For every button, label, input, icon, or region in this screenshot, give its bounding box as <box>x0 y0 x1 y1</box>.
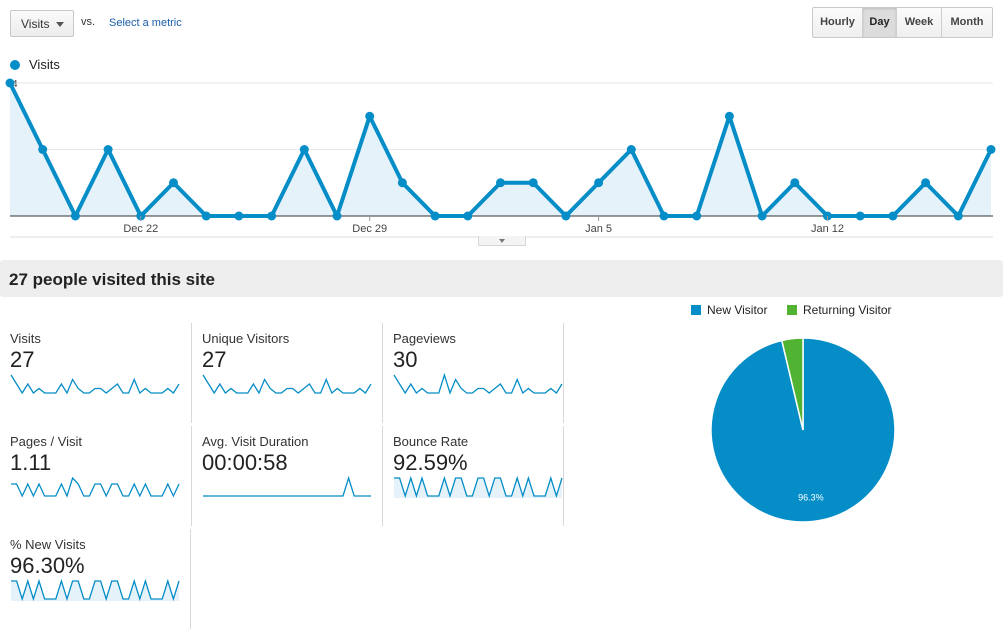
metric-name: Avg. Visit Duration <box>202 434 309 449</box>
data-point <box>365 111 375 121</box>
data-point <box>5 78 15 88</box>
metric-value: 1.11 <box>10 450 52 475</box>
day-button[interactable]: Day <box>863 8 897 37</box>
data-point <box>921 178 931 188</box>
summary-title: 27 people visited this site <box>9 270 215 289</box>
pie-legend-returning-visitor[interactable]: Returning Visitor <box>787 303 892 317</box>
metric-name: Pageviews <box>393 331 456 346</box>
metric-tile-unique-visitors[interactable]: Unique Visitors 27 <box>191 323 372 423</box>
select-metric-link[interactable]: Select a metric <box>109 17 182 29</box>
data-point <box>332 211 342 221</box>
legend-label: Returning Visitor <box>803 303 892 317</box>
metric-select-dropdown[interactable]: Visits <box>10 10 74 37</box>
metric-tile-avg-visit-duration[interactable]: Avg. Visit Duration 00:00:58 <box>191 426 372 526</box>
series-area <box>10 83 991 216</box>
sparkline <box>11 476 180 498</box>
metric-value: 96.30% <box>10 553 85 578</box>
visits-legend-marker <box>10 60 20 70</box>
sparkline-line <box>10 374 180 395</box>
y-tick-label: 4 <box>12 79 18 90</box>
metric-tile-pages-per-visit[interactable]: Pages / Visit 1.11 <box>10 426 190 526</box>
x-tick-label: Jan 12 <box>811 223 844 235</box>
metric-name: Bounce Rate <box>393 434 469 449</box>
data-point <box>201 211 211 221</box>
metric-value: 27 <box>202 347 227 372</box>
sparkline <box>203 476 371 497</box>
metric-tile-pageviews[interactable]: Pageviews 30 <box>382 323 564 423</box>
sparkline <box>10 374 180 395</box>
data-point <box>594 178 604 188</box>
x-tick-label: Jan 5 <box>585 223 612 235</box>
metric-tile-new-visits[interactable]: % New Visits 96.30% <box>10 529 191 629</box>
data-point <box>659 211 669 221</box>
data-point <box>757 211 767 221</box>
data-point <box>496 178 505 188</box>
vs-label: vs. <box>81 16 96 28</box>
month-button[interactable]: Month <box>942 8 992 37</box>
hourly-button[interactable]: Hourly <box>813 8 863 37</box>
granularity-toggle: Hourly Day Week Month <box>812 7 993 38</box>
data-point <box>397 178 407 188</box>
sparkline <box>11 579 180 601</box>
data-point <box>528 178 538 188</box>
metric-value: 00:00:58 <box>202 450 288 475</box>
data-point <box>855 211 865 221</box>
visits-legend-label: Visits <box>29 57 60 72</box>
summary-header: 27 people visited this site <box>0 260 1003 297</box>
sparkline <box>393 373 563 395</box>
metric-tile-bounce-rate[interactable]: Bounce Rate 92.59% <box>382 426 564 526</box>
pie-slice-label: 96.3% <box>798 493 824 503</box>
data-point <box>169 178 178 188</box>
data-point <box>430 211 440 221</box>
x-tick-label: Dec 29 <box>352 223 387 235</box>
pie-slice-1 <box>780 337 804 431</box>
sparkline-line <box>394 476 563 498</box>
legend-swatch <box>787 305 797 315</box>
metric-value: 30 <box>393 347 418 372</box>
data-point <box>463 211 473 221</box>
metric-value: 27 <box>10 347 35 372</box>
data-point <box>626 145 636 154</box>
sparkline-line <box>11 579 180 601</box>
sparkline-line <box>203 476 371 497</box>
metric-name: Unique Visitors <box>202 331 290 346</box>
data-point <box>103 145 113 154</box>
sparkline-line <box>11 476 180 498</box>
metric-value: 92.59% <box>393 450 468 475</box>
sparkline-area <box>11 581 179 601</box>
week-button[interactable]: Week <box>897 8 942 37</box>
data-point <box>790 178 800 188</box>
chart-expand-handle[interactable] <box>478 236 526 246</box>
metric-name: % New Visits <box>10 537 86 552</box>
pie-legend-new-visitor[interactable]: New Visitor <box>691 303 767 317</box>
data-point <box>561 211 571 221</box>
data-point <box>888 211 898 221</box>
data-point <box>724 111 734 121</box>
data-point <box>70 211 80 221</box>
chevron-down-icon <box>56 22 64 27</box>
data-point <box>234 211 244 221</box>
data-point <box>38 145 48 154</box>
visitor-type-pie-chart: 96.3% <box>710 337 896 523</box>
legend-label: New Visitor <box>707 303 768 317</box>
sparkline <box>394 476 563 498</box>
metric-name: Pages / Visit <box>10 434 83 449</box>
x-tick-label: Dec 22 <box>123 223 158 235</box>
data-point <box>986 145 996 154</box>
sparkline <box>202 374 372 395</box>
data-point <box>299 145 309 154</box>
data-point <box>953 211 963 221</box>
legend-swatch <box>691 305 701 315</box>
data-point <box>267 211 277 221</box>
metric-select-label: Visits <box>21 17 50 31</box>
sparkline-line <box>202 374 372 395</box>
sparkline-line <box>393 373 563 395</box>
metric-name: Visits <box>10 331 41 346</box>
data-point <box>692 211 702 221</box>
sparkline-area <box>394 478 562 498</box>
metric-tile-visits[interactable]: Visits 27 <box>10 323 190 423</box>
